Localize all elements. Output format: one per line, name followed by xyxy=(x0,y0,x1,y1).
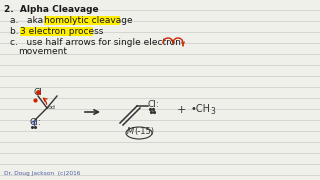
Text: •CH: •CH xyxy=(191,104,211,114)
Text: Dr. Doug Jackson  (c)2016: Dr. Doug Jackson (c)2016 xyxy=(4,171,80,176)
Text: (-15): (-15) xyxy=(134,127,154,136)
Text: a.   aka: a. aka xyxy=(10,16,46,25)
Text: b.: b. xyxy=(10,27,24,36)
Text: Cl:: Cl: xyxy=(30,118,42,127)
FancyArrowPatch shape xyxy=(44,98,47,104)
Text: Cl:: Cl: xyxy=(148,100,160,109)
FancyArrowPatch shape xyxy=(32,121,35,125)
Text: 3 electron process: 3 electron process xyxy=(20,27,103,36)
Text: 2.  Alpha Cleavage: 2. Alpha Cleavage xyxy=(4,5,99,14)
Text: +: + xyxy=(177,105,186,115)
Text: movement: movement xyxy=(18,47,67,56)
Text: od: od xyxy=(48,105,56,110)
Text: 3: 3 xyxy=(210,107,215,116)
Text: Cl: Cl xyxy=(33,88,42,97)
Text: c.   use half arrows for single electron: c. use half arrows for single electron xyxy=(10,38,181,47)
Bar xyxy=(44,15,120,24)
Text: M: M xyxy=(127,127,134,136)
Bar xyxy=(20,26,93,35)
Text: homolytic cleavage: homolytic cleavage xyxy=(44,16,132,25)
